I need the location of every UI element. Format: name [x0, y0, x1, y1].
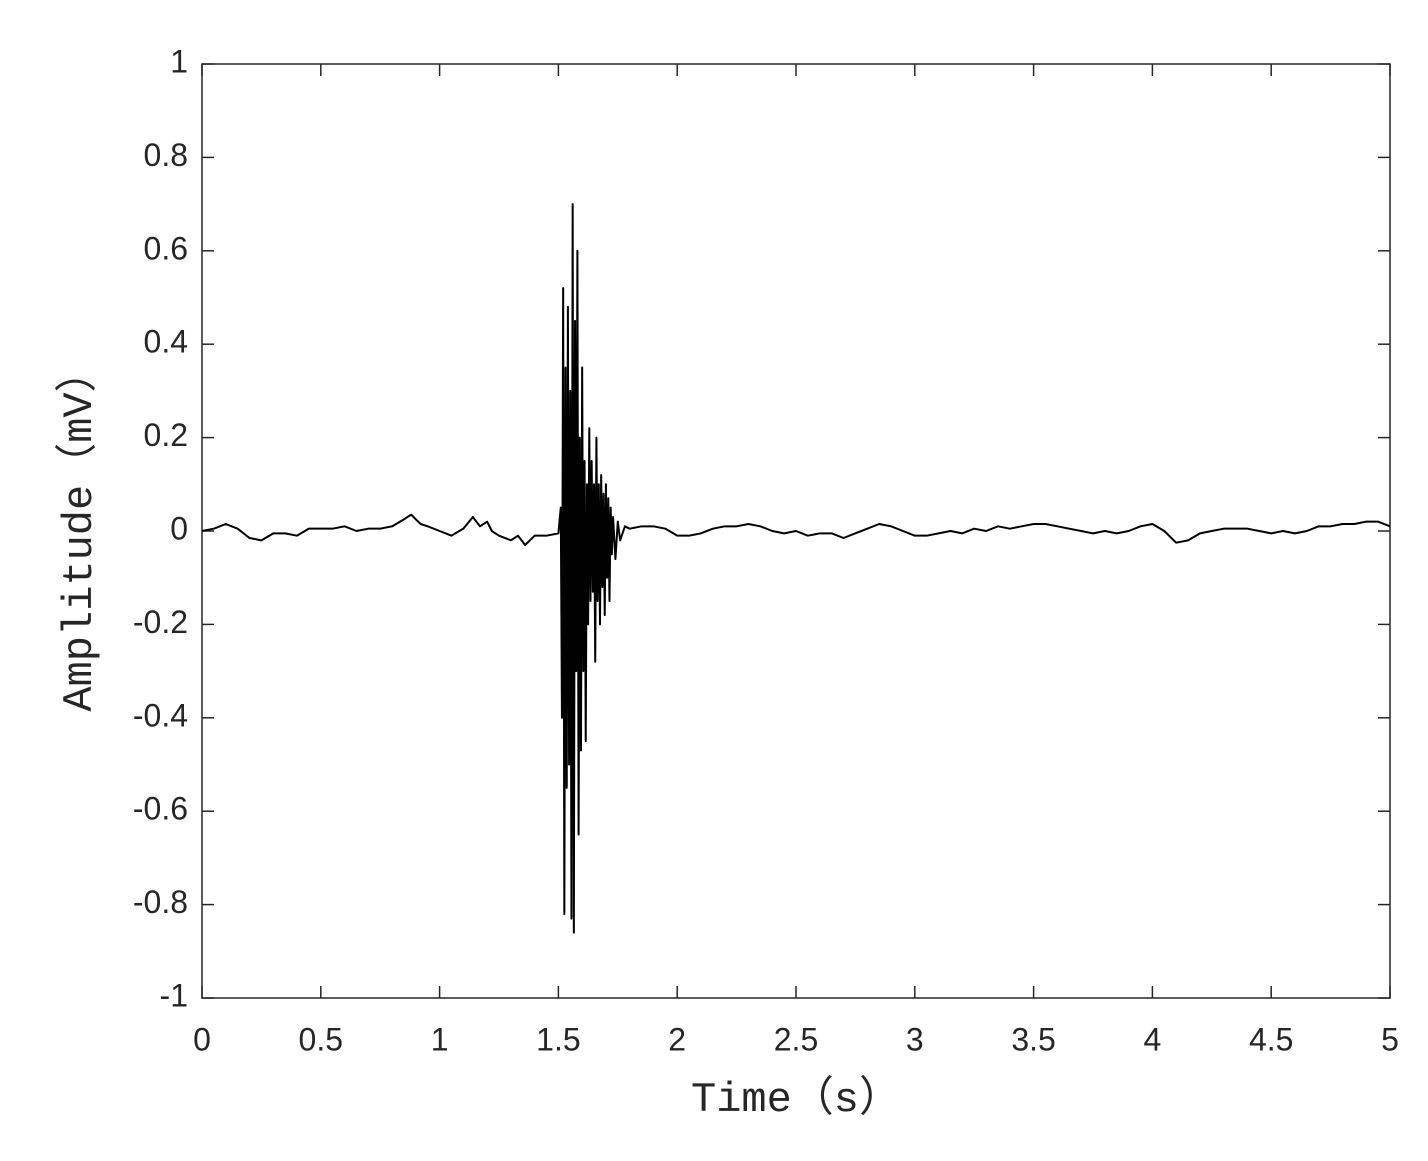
x-tick-label: 4.5 — [1249, 1021, 1293, 1057]
y-tick-label: 0.2 — [144, 417, 188, 453]
x-tick-label: 0.5 — [299, 1021, 343, 1057]
y-axis-label: Amplitude（mV） — [55, 350, 104, 711]
x-tick-label: 4 — [1144, 1021, 1162, 1057]
y-tick-label: 0.4 — [144, 324, 188, 360]
x-tick-label: 3.5 — [1011, 1021, 1055, 1057]
y-tick-label: 0 — [170, 510, 188, 546]
x-tick-label: 1 — [431, 1021, 449, 1057]
x-axis-label: Time（s） — [691, 1075, 901, 1124]
y-tick-label: -0.4 — [133, 697, 188, 733]
y-tick-label: -0.6 — [133, 791, 188, 827]
x-tick-label: 0 — [193, 1021, 211, 1057]
y-tick-label: 0.8 — [144, 137, 188, 173]
x-tick-label: 1.5 — [536, 1021, 580, 1057]
signal-line — [201, 203, 1391, 934]
x-tick-label: 2.5 — [774, 1021, 818, 1057]
y-tick-label: -1 — [160, 977, 188, 1013]
x-tick-label: 2 — [668, 1021, 686, 1057]
x-tick-label: 3 — [906, 1021, 924, 1057]
y-tick-label: -0.8 — [133, 884, 188, 920]
y-tick-label: 0.6 — [144, 230, 188, 266]
x-tick-label: 5 — [1381, 1021, 1399, 1057]
y-tick-label: 1 — [170, 43, 188, 79]
y-tick-label: -0.2 — [133, 604, 188, 640]
